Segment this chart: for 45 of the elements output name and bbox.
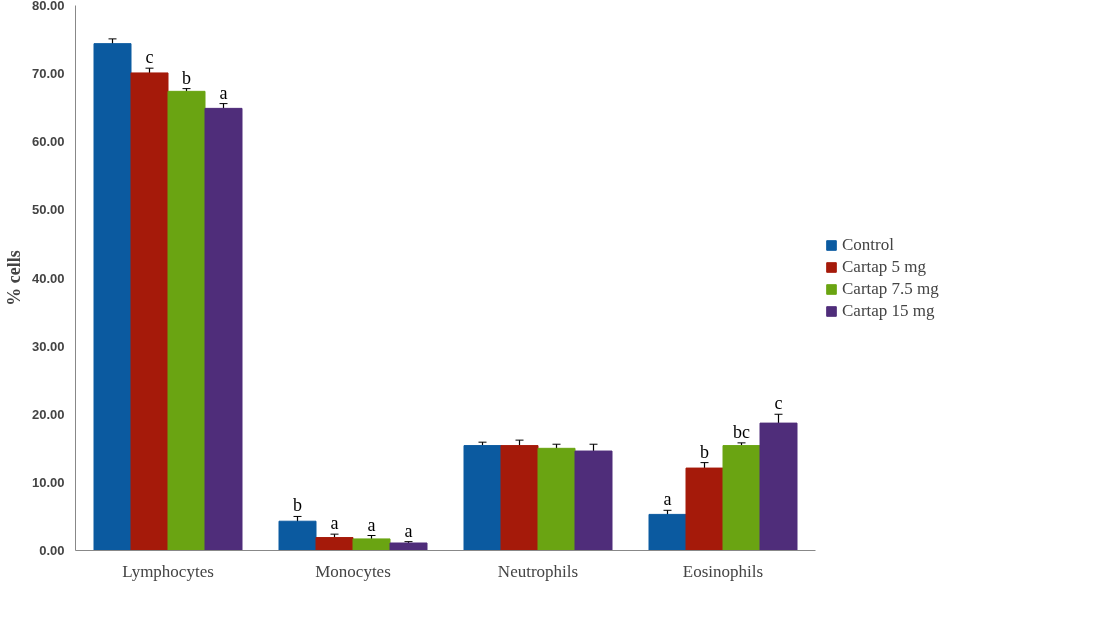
y-tick-label: 10.00 (31, 474, 65, 490)
data-label: b (182, 67, 191, 88)
data-label: a (219, 82, 228, 103)
bar (463, 445, 502, 551)
bar (278, 520, 317, 551)
y-tick-label: 20.00 (31, 406, 65, 422)
legend-label: Control (842, 234, 894, 255)
y-axis-title: % cells (3, 250, 24, 306)
y-tick-label: 0.00 (39, 543, 65, 558)
data-label: a (663, 489, 672, 510)
bar (315, 537, 354, 551)
bar (352, 538, 391, 551)
data-label: bc (733, 421, 751, 442)
data-label: c (774, 393, 783, 414)
bar (537, 447, 576, 551)
legend-label: Cartap 15 mg (842, 300, 935, 321)
bar (722, 445, 761, 551)
bar (648, 513, 687, 551)
legend-label: Cartap 7.5 mg (842, 278, 939, 299)
y-tick-label: 30.00 (31, 338, 65, 354)
bar (93, 43, 132, 551)
bar (204, 107, 243, 551)
data-label: a (404, 520, 413, 541)
x-tick-label: Monocytes (315, 561, 391, 581)
y-tick-label: 60.00 (31, 134, 65, 150)
legend-label: Cartap 5 mg (842, 256, 927, 277)
bar (167, 90, 206, 551)
data-label: a (330, 513, 339, 534)
x-tick-label: Eosinophils (682, 561, 764, 581)
bar (389, 542, 428, 551)
x-tick-label: Lymphocytes (122, 561, 214, 581)
data-label: a (367, 514, 376, 535)
y-tick-label: 40.00 (31, 270, 65, 286)
y-tick-label: 50.00 (31, 202, 65, 218)
bar (759, 422, 798, 551)
data-label: b (700, 441, 709, 462)
y-tick-label: 70.00 (31, 66, 65, 82)
data-label: b (293, 495, 302, 516)
bar (685, 467, 724, 551)
x-tick-label: Neutrophils (497, 561, 579, 581)
y-tick-label: 80.00 (31, 0, 65, 13)
bar (574, 450, 613, 551)
bar (500, 445, 539, 551)
data-label: c (145, 47, 154, 68)
bar (130, 72, 169, 551)
